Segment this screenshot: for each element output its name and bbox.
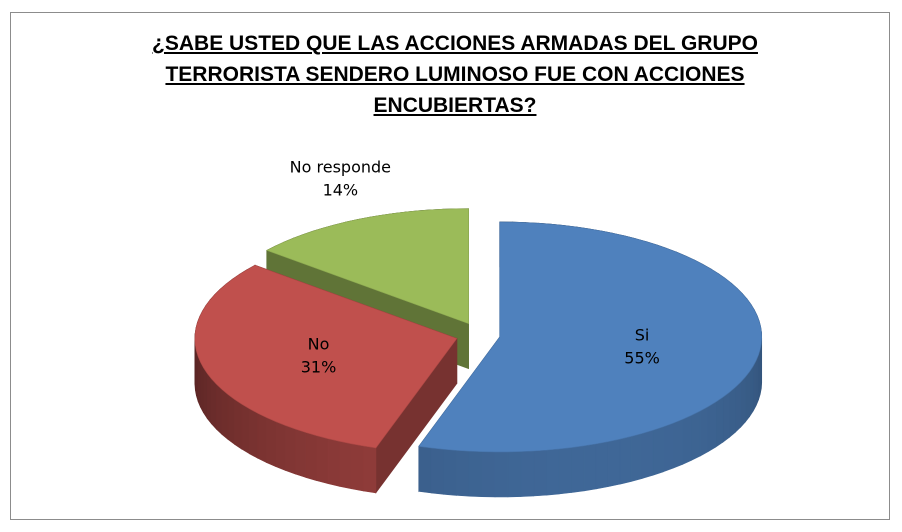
slice-side [558, 447, 572, 495]
slice-side [249, 408, 259, 459]
slice-side [745, 370, 750, 423]
slice-side [707, 401, 717, 453]
slice-top [418, 221, 763, 453]
slice-side [430, 447, 445, 495]
slice-top [194, 264, 458, 449]
slice-label: No responde [290, 157, 391, 176]
slice [418, 221, 763, 498]
slice-side [662, 422, 674, 473]
slice-side [266, 417, 276, 468]
slice-side [227, 393, 235, 445]
slice-top [266, 208, 469, 325]
slice-side [533, 449, 547, 497]
slice-side [234, 398, 243, 450]
slice-side [691, 410, 701, 461]
slice-side [672, 418, 683, 469]
slice-side [722, 391, 730, 443]
slice-side [507, 451, 522, 498]
slice-side [571, 445, 585, 493]
slice-side [715, 396, 724, 448]
slice-side [316, 435, 329, 485]
slice-side [652, 426, 664, 476]
slice-side [285, 425, 296, 475]
slice-side [418, 445, 432, 494]
slice-value-label: 55% [624, 348, 660, 367]
slice-side [221, 388, 229, 441]
slice-side [211, 377, 217, 430]
slice-side [641, 429, 654, 479]
slice-side [494, 451, 509, 498]
slice-side [363, 445, 377, 494]
slice-side [305, 432, 318, 482]
slice-side [257, 412, 267, 463]
slice-side [734, 381, 741, 434]
chart-title: ¿SABE USTED QUE LAS ACCIONES ARMADAS DEL… [152, 32, 758, 117]
slice-side [630, 433, 643, 482]
slice-side [327, 438, 340, 487]
slice-side [699, 406, 709, 457]
slice-side [443, 448, 457, 496]
slice-side [216, 383, 223, 436]
slice-side [456, 450, 470, 497]
slice-side [752, 360, 757, 412]
slice-side [468, 450, 483, 498]
slice-side [275, 421, 286, 471]
slice-side [203, 366, 208, 420]
slice-side [351, 443, 364, 492]
slice [194, 264, 458, 494]
slice-side [729, 386, 736, 439]
slice-side [607, 438, 621, 488]
slice-side [241, 403, 250, 455]
slice-value-label: 14% [323, 180, 359, 199]
slice-side [595, 441, 609, 490]
slice-label: Si [635, 325, 650, 344]
slice-side [481, 451, 496, 498]
slice-side [546, 448, 560, 496]
slice-value-label: 31% [301, 358, 337, 377]
slice-side [197, 356, 201, 408]
slice-side [206, 372, 212, 425]
slice-side [520, 450, 535, 497]
slice-side [295, 428, 307, 478]
slice-side [619, 436, 632, 485]
slice-side [740, 376, 746, 428]
slice-side [339, 440, 352, 490]
slice-side [749, 365, 754, 418]
slice-label: No [308, 335, 330, 354]
slice-side [583, 443, 597, 492]
slice-side [755, 354, 759, 406]
slice-side [682, 414, 692, 465]
slice-side [200, 362, 204, 413]
